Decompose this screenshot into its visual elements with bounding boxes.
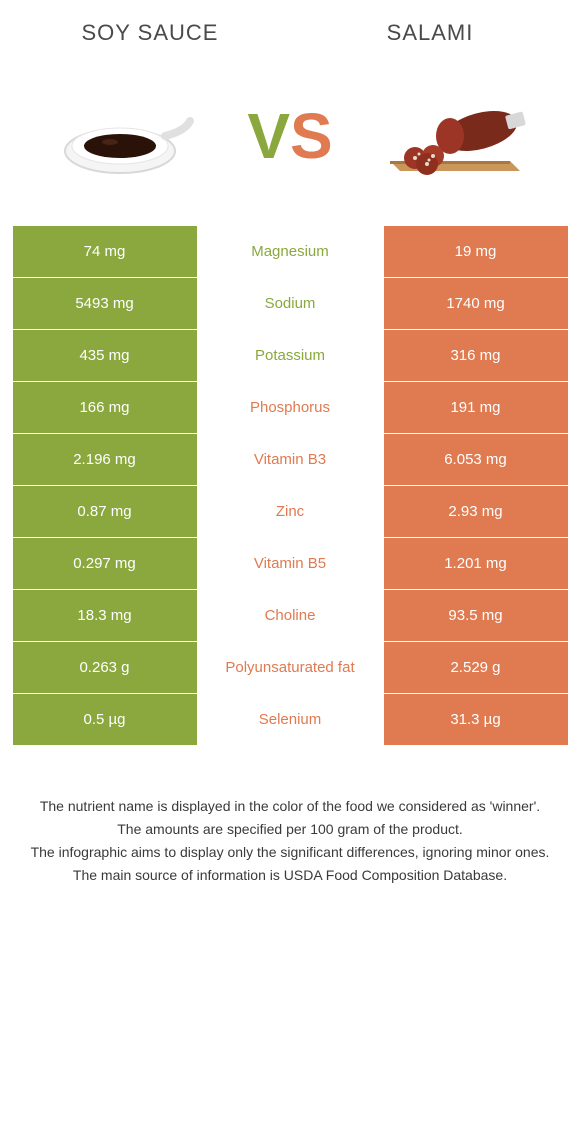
table-row: 0.5 µgSelenium31.3 µg [13, 694, 568, 746]
cell-left: 0.263 g [13, 642, 197, 693]
cell-left: 18.3 mg [13, 590, 197, 641]
cell-nutrient: Vitamin B3 [197, 434, 384, 485]
table-row: 18.3 mgCholine93.5 mg [13, 590, 568, 642]
title-right: Salami [290, 20, 570, 46]
table-row: 166 mgPhosphorus191 mg [13, 382, 568, 434]
table-row: 5493 mgSodium1740 mg [13, 278, 568, 330]
cell-right: 316 mg [384, 330, 568, 381]
cell-right: 1740 mg [384, 278, 568, 329]
cell-left: 5493 mg [13, 278, 197, 329]
note-line: The main source of information is USDA F… [20, 865, 560, 886]
cell-right: 93.5 mg [384, 590, 568, 641]
table-row: 0.297 mgVitamin B51.201 mg [13, 538, 568, 590]
vs-label: VS [230, 104, 350, 168]
image-right [350, 86, 560, 186]
table-row: 435 mgPotassium316 mg [13, 330, 568, 382]
cell-right: 2.529 g [384, 642, 568, 693]
cell-right: 2.93 mg [384, 486, 568, 537]
cell-right: 19 mg [384, 226, 568, 277]
cell-nutrient: Magnesium [197, 226, 384, 277]
cell-right: 6.053 mg [384, 434, 568, 485]
table-row: 2.196 mgVitamin B36.053 mg [13, 434, 568, 486]
title-left: Soy sauce [10, 20, 290, 46]
cell-nutrient: Selenium [197, 694, 384, 745]
cell-nutrient: Potassium [197, 330, 384, 381]
cell-right: 191 mg [384, 382, 568, 433]
image-left [20, 86, 230, 186]
cell-right: 1.201 mg [384, 538, 568, 589]
cell-nutrient: Sodium [197, 278, 384, 329]
table-row: 74 mgMagnesium19 mg [13, 226, 568, 278]
cell-nutrient: Vitamin B5 [197, 538, 384, 589]
table-row: 0.263 gPolyunsaturated fat2.529 g [13, 642, 568, 694]
cell-left: 435 mg [13, 330, 197, 381]
vs-s: S [290, 100, 333, 172]
cell-left: 74 mg [13, 226, 197, 277]
images-row: VS [0, 56, 580, 226]
cell-left: 2.196 mg [13, 434, 197, 485]
soy-sauce-icon [55, 86, 195, 186]
cell-left: 0.87 mg [13, 486, 197, 537]
salami-icon [375, 86, 535, 186]
note-line: The amounts are specified per 100 gram o… [20, 819, 560, 840]
vs-v: V [247, 100, 290, 172]
table-row: 0.87 mgZinc2.93 mg [13, 486, 568, 538]
header: Soy sauce Salami [0, 0, 580, 56]
cell-left: 166 mg [13, 382, 197, 433]
cell-nutrient: Choline [197, 590, 384, 641]
cell-nutrient: Phosphorus [197, 382, 384, 433]
note-line: The nutrient name is displayed in the co… [20, 796, 560, 817]
note-line: The infographic aims to display only the… [20, 842, 560, 863]
cell-right: 31.3 µg [384, 694, 568, 745]
cell-nutrient: Zinc [197, 486, 384, 537]
notes: The nutrient name is displayed in the co… [0, 746, 580, 886]
cell-left: 0.5 µg [13, 694, 197, 745]
cell-nutrient: Polyunsaturated fat [197, 642, 384, 693]
nutrient-table: 74 mgMagnesium19 mg5493 mgSodium1740 mg4… [13, 226, 568, 746]
cell-left: 0.297 mg [13, 538, 197, 589]
